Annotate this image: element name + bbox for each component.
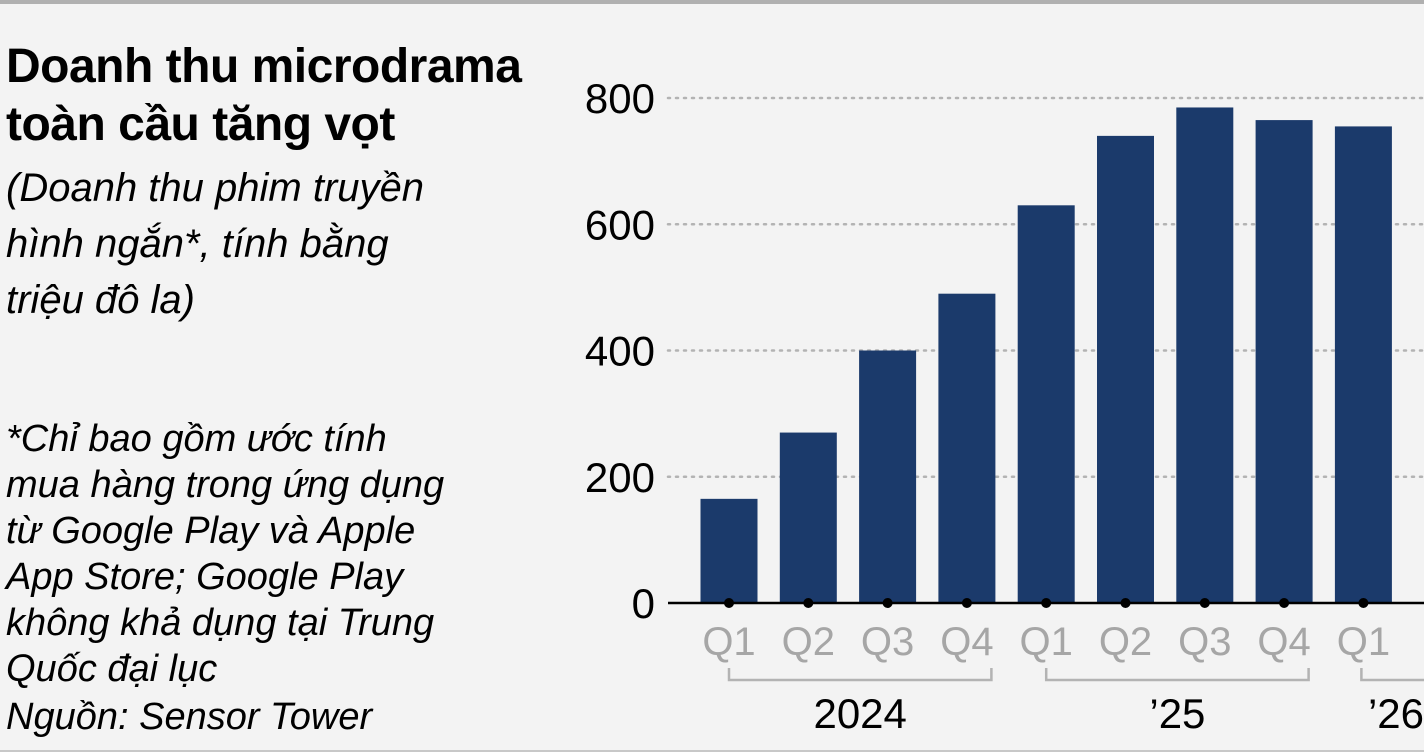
x-tick-dot <box>1120 598 1131 608</box>
chart-title: Doanh thu microdrama toàn cầu tăng vọt <box>6 38 606 154</box>
bar <box>700 498 758 603</box>
year-label: ’26 <box>1368 690 1424 737</box>
footnote-line-2: mua hàng trong ứng dụng <box>6 464 445 506</box>
y-tick-label: 200 <box>585 454 655 501</box>
footnote-line-3: từ Google Play và Apple <box>6 510 416 552</box>
x-tick-label: Q1 <box>1020 620 1073 664</box>
x-tick-label: Q1 <box>1337 620 1390 664</box>
x-tick-label: Q4 <box>940 620 993 664</box>
x-tick-dot <box>1358 598 1369 608</box>
x-tick-label: Q2 <box>782 620 835 664</box>
bar <box>938 293 996 603</box>
x-tick-label: Q3 <box>861 620 914 664</box>
year-label: 2024 <box>813 690 906 737</box>
footnote-line-1: *Chỉ bao gồm ước tính <box>6 418 387 460</box>
y-tick-label: 0 <box>632 580 655 627</box>
bar <box>1334 126 1392 603</box>
bar <box>779 432 837 603</box>
subtitle-line-2: hình ngắn*, tính bằng <box>6 222 389 266</box>
x-tick-label: Q1 <box>702 620 755 664</box>
x-tick-dot <box>803 598 814 608</box>
subtitle-line-3: triệu đô la) <box>6 278 195 322</box>
year-bracket <box>727 668 993 682</box>
y-tick-label: 600 <box>585 201 655 248</box>
title-line-1: Doanh thu microdrama <box>6 40 522 93</box>
bottom-rule <box>0 750 1424 752</box>
bar <box>1255 120 1313 603</box>
title-line-2: toàn cầu tăng vọt <box>6 98 395 151</box>
x-tick-dot <box>882 598 893 608</box>
y-tick-label: 400 <box>585 328 655 375</box>
bar <box>1176 107 1234 603</box>
x-tick-label: Q3 <box>1178 620 1231 664</box>
bar <box>1017 205 1075 603</box>
chart-subtitle: (Doanh thu phim truyền hình ngắn*, tính … <box>6 160 566 328</box>
x-tick-dot <box>1279 598 1290 608</box>
year-bracket <box>1044 668 1310 682</box>
x-tick-dot <box>724 598 734 608</box>
y-tick-label: 800 <box>585 75 655 122</box>
x-tick-dot <box>1041 598 1052 608</box>
year-bracket <box>1360 668 1424 682</box>
footnote: *Chỉ bao gồm ước tính mua hàng trong ứng… <box>6 416 566 692</box>
x-tick-dot <box>1199 598 1210 608</box>
top-rule <box>0 0 1424 4</box>
x-tick-label: Q4 <box>1257 620 1310 664</box>
footnote-line-6: Quốc đại lục <box>6 648 218 690</box>
bar <box>859 350 917 603</box>
year-label: ’25 <box>1149 690 1205 737</box>
footnote-line-5: không khả dụng tại Trung <box>6 602 435 644</box>
bar <box>1097 135 1154 603</box>
source-note: Nguồn: Sensor Tower <box>6 696 373 738</box>
x-tick-dot <box>961 598 972 608</box>
x-tick-label: Q2 <box>1099 620 1152 664</box>
subtitle-line-1: (Doanh thu phim truyền <box>6 166 425 210</box>
footnote-line-4: App Store; Google Play <box>6 556 404 598</box>
